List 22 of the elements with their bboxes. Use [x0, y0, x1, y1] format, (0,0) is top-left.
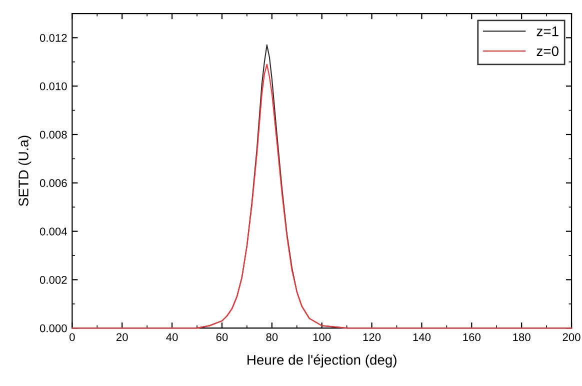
x-tick-label: 0 — [70, 333, 75, 342]
x-tick-label: 80 — [266, 333, 278, 342]
x-tick-label: 160 — [463, 333, 480, 342]
x-tick-label: 60 — [216, 333, 228, 342]
x-tick-label: 180 — [513, 333, 530, 342]
x-axis-title: Heure de l'éjection (deg) — [248, 354, 396, 368]
x-tick-label: 200 — [562, 333, 580, 342]
y-axis-title: SETD (U.a) — [18, 136, 32, 206]
y-tick-label: 0.000 — [40, 324, 67, 332]
y-tick-label: 0.012 — [40, 34, 67, 42]
y-tick-label: 0.010 — [40, 82, 67, 90]
legend-label: z=0 — [536, 46, 558, 56]
x-tick-label: 20 — [116, 333, 128, 342]
y-tick-label: 0.006 — [40, 179, 67, 188]
x-tick-label: 100 — [313, 333, 331, 342]
y-tick-label: 0.008 — [40, 130, 67, 139]
y-tick-label: 0.002 — [40, 276, 67, 284]
y-tick-label: 0.004 — [40, 228, 67, 236]
legend-label: z=1 — [536, 26, 558, 36]
x-tick-label: 140 — [413, 333, 431, 342]
x-tick-label: 40 — [166, 333, 178, 342]
x-tick-label: 120 — [363, 333, 381, 342]
